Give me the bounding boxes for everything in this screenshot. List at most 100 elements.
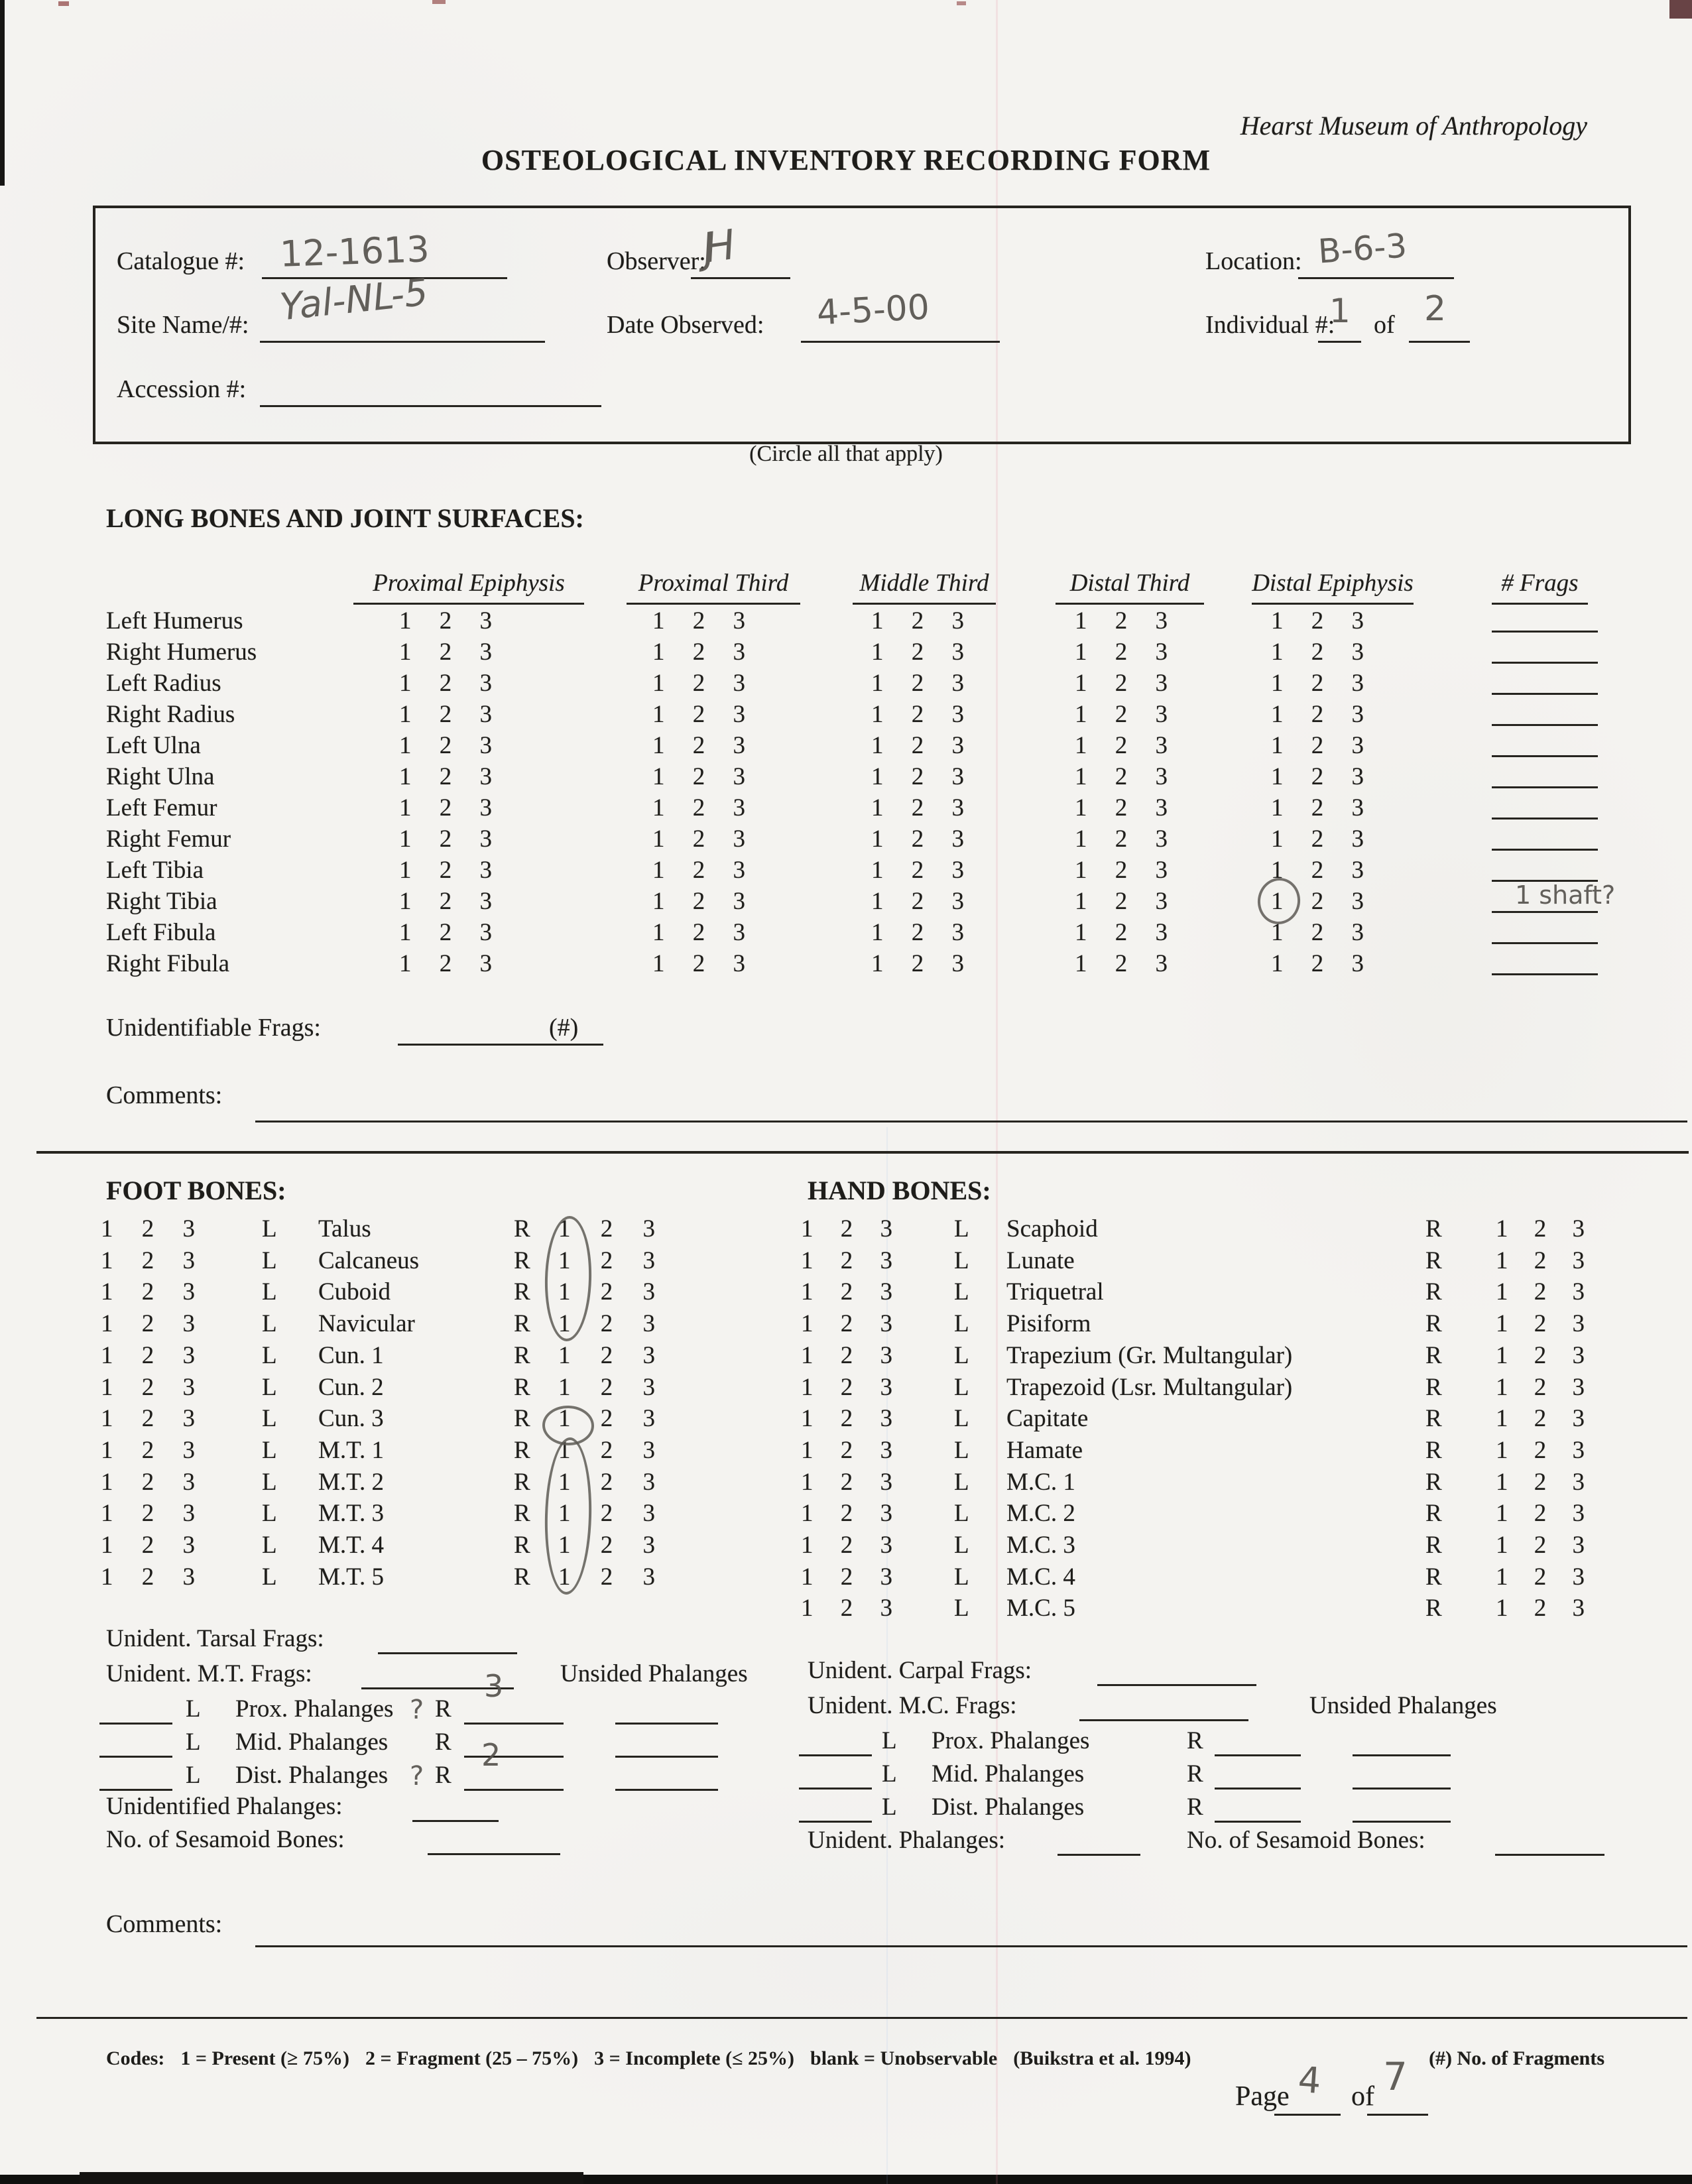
code-1[interactable]: 1 [1496,1373,1508,1401]
code-1[interactable]: 1 [101,1341,113,1369]
code-1[interactable]: 1 [801,1595,814,1622]
code-3[interactable]: 3 [642,1405,656,1433]
code-3[interactable]: 3 [642,1310,656,1338]
code-3[interactable]: 3 [951,825,965,853]
code-1[interactable]: 1 [652,670,665,697]
code-1[interactable]: 1 [558,1373,571,1401]
code-3[interactable]: 3 [733,670,746,697]
code-3[interactable]: 3 [880,1532,893,1559]
code-1[interactable]: 1 [652,638,665,666]
code-2[interactable]: 2 [600,1246,613,1274]
code-1[interactable]: 1 [652,763,665,790]
code-1[interactable]: 1 [652,701,665,728]
code-2[interactable]: 2 [1311,825,1324,853]
code-1[interactable]: 1 [1075,732,1087,759]
code-1[interactable]: 1 [1271,825,1284,853]
page-number-blank[interactable] [1274,2114,1341,2116]
hand-dist-unsided-blank[interactable] [1353,1821,1451,1823]
code-1[interactable]: 1 [1271,919,1284,946]
code-1[interactable]: 1 [801,1373,814,1401]
code-2[interactable]: 2 [439,919,452,946]
code-1[interactable]: 1 [801,1405,814,1433]
code-1[interactable]: 1 [1075,607,1087,635]
code-1[interactable]: 1 [101,1405,113,1433]
code-1[interactable]: 1 [1496,1595,1508,1622]
code-2[interactable]: 2 [911,638,924,666]
code-3[interactable]: 3 [1572,1278,1585,1306]
code-3[interactable]: 3 [880,1563,893,1591]
code-2[interactable]: 2 [141,1373,154,1401]
code-2[interactable]: 2 [840,1595,853,1622]
code-3[interactable]: 3 [951,763,965,790]
frags-count-blank[interactable] [1492,849,1598,851]
code-3[interactable]: 3 [880,1310,893,1338]
accession-blank[interactable] [260,405,601,407]
foot-mid-unsided-blank[interactable] [615,1756,718,1758]
code-1[interactable]: 1 [871,701,884,728]
code-3[interactable]: 3 [733,888,746,915]
date-observed-blank[interactable] [801,341,1000,343]
code-1[interactable]: 1 [1496,1246,1508,1274]
code-3[interactable]: 3 [880,1373,893,1401]
code-3[interactable]: 3 [642,1532,656,1559]
code-3[interactable]: 3 [1572,1500,1585,1528]
footer-comments-blank-line2[interactable] [36,2017,1687,2019]
code-1[interactable]: 1 [1271,732,1284,759]
code-2[interactable]: 2 [911,607,924,635]
code-2[interactable]: 2 [439,701,452,728]
code-1[interactable]: 1 [399,670,412,697]
code-1[interactable]: 1 [1496,1563,1508,1591]
code-1[interactable]: 1 [1075,701,1087,728]
code-2[interactable]: 2 [1115,701,1128,728]
code-3[interactable]: 3 [951,919,965,946]
code-1[interactable]: 1 [801,1278,814,1306]
code-2[interactable]: 2 [911,701,924,728]
code-3[interactable]: 3 [1351,794,1364,821]
code-1[interactable]: 1 [652,888,665,915]
frags-count-blank[interactable] [1492,880,1598,882]
code-1[interactable]: 1 [871,670,884,697]
foot-prox-r-blank[interactable] [464,1723,564,1725]
code-3[interactable]: 3 [1572,1532,1585,1559]
foot-dist-r-blank[interactable] [464,1789,564,1791]
code-1[interactable]: 1 [558,1278,571,1306]
code-2[interactable]: 2 [692,825,705,853]
code-1[interactable]: 1 [801,1563,814,1591]
code-2[interactable]: 2 [1115,888,1128,915]
page-total-blank[interactable] [1367,2114,1428,2116]
code-2[interactable]: 2 [1311,670,1324,697]
code-3[interactable]: 3 [1351,607,1364,635]
code-1[interactable]: 1 [801,1500,814,1528]
code-3[interactable]: 3 [1572,1436,1585,1464]
code-1[interactable]: 1 [1075,638,1087,666]
unident-mc-frags-blank[interactable] [1079,1719,1248,1721]
code-3[interactable]: 3 [880,1595,893,1622]
code-2[interactable]: 2 [141,1310,154,1338]
code-3[interactable]: 3 [1155,732,1168,759]
code-3[interactable]: 3 [182,1373,196,1401]
code-3[interactable]: 3 [951,670,965,697]
footer-comments-blank[interactable] [255,1945,1687,1947]
code-3[interactable]: 3 [642,1278,656,1306]
code-2[interactable]: 2 [911,670,924,697]
code-3[interactable]: 3 [880,1246,893,1274]
code-2[interactable]: 2 [439,670,452,697]
code-3[interactable]: 3 [1572,1468,1585,1496]
code-2[interactable]: 2 [1534,1405,1547,1433]
code-2[interactable]: 2 [840,1500,853,1528]
code-3[interactable]: 3 [1351,763,1364,790]
code-3[interactable]: 3 [951,638,965,666]
code-3[interactable]: 3 [1155,888,1168,915]
code-2[interactable]: 2 [692,888,705,915]
code-1[interactable]: 1 [1271,857,1284,884]
code-2[interactable]: 2 [439,857,452,884]
hand-unident-phalanges-blank[interactable] [1058,1854,1140,1856]
code-1[interactable]: 1 [801,1310,814,1338]
code-2[interactable]: 2 [840,1278,853,1306]
code-3[interactable]: 3 [880,1341,893,1369]
code-2[interactable]: 2 [1534,1563,1547,1591]
code-3[interactable]: 3 [479,670,493,697]
code-2[interactable]: 2 [439,794,452,821]
code-1[interactable]: 1 [1075,888,1087,915]
code-1[interactable]: 1 [1496,1341,1508,1369]
